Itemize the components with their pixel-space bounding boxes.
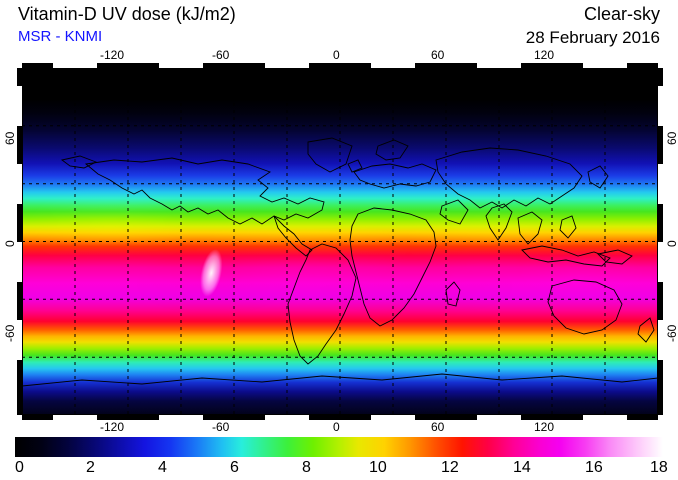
xtick-label-bottom-minus120: -120 [100,420,125,434]
colorbar-tick-6: 6 [230,459,239,476]
colorbar-tick-2: 2 [86,459,95,476]
tick-left-3 [17,242,22,282]
tick-top-3 [265,63,309,68]
xtick-label-top-minus120: -120 [100,48,125,62]
xtick-label-bottom-120: 120 [534,420,555,434]
coastline-asia [435,147,583,209]
tick-top-2 [159,63,203,68]
coastline-indonesia [521,245,611,267]
tick-top-4 [371,63,415,68]
tick-right-2 [658,164,663,204]
tick-top-1 [53,63,97,68]
tick-bottom-1 [53,415,97,420]
colorbar-tick-18: 18 [650,459,668,476]
colorbar-tick-0: 0 [15,459,24,476]
right-axis-tickbar [658,68,663,415]
tick-top-5 [477,63,521,68]
colorbar-tick-10: 10 [369,459,387,476]
coastline-greenland [307,137,353,173]
colorbar-tick-12: 12 [441,459,459,476]
tick-right-4 [658,320,663,360]
coastlines-and-graticule [22,68,658,415]
xtick-label-bottom-minus60: -60 [212,420,230,434]
coastline-new-guinea [597,249,633,265]
xtick-label-top-minus60: -60 [212,48,230,62]
coastline-madagascar [445,281,461,307]
colorbar-tick-14: 14 [513,459,531,476]
ytick-label-left-minus60: -60 [3,324,17,342]
coastline-europe [353,163,437,189]
tick-right-1 [658,86,663,126]
coastline-india [485,203,513,241]
tick-left-4 [17,320,22,360]
coastline-central-america [273,215,313,257]
left-axis-tickbar [17,68,22,415]
tick-left-2 [17,164,22,204]
ytick-label-right-zero: 0 [665,240,678,247]
tick-bottom-3 [265,415,309,420]
coastline-alaska [60,155,98,169]
tick-bottom-2 [159,415,203,420]
top-axis-tickbar [22,63,658,68]
tick-bottom-4 [371,415,415,420]
tick-left-1 [17,86,22,126]
ytick-label-right-60: 60 [665,131,678,145]
xtick-label-bottom-60: 60 [431,420,445,434]
coastline-antarctica [22,373,658,387]
coastline-british-isles [347,159,363,173]
ytick-label-left-zero: 0 [3,240,17,247]
coastline-southeast-asia [517,211,543,245]
tick-bottom-5 [477,415,521,420]
ytick-label-right-minus60: -60 [665,324,678,342]
coastline-africa [349,207,437,327]
figure-title: Vitamin-D UV dose (kJ/m2) [18,4,236,24]
coastline-philippines [559,215,577,239]
colorbar [15,437,663,457]
tick-top-6 [583,63,627,68]
graticule-lines [22,68,658,415]
date-label: 28 February 2016 [525,28,660,47]
ytick-label-left-60: 60 [3,131,17,145]
xtick-label-bottom-zero: 0 [333,420,340,434]
coastline-new-zealand [637,317,655,343]
coastline-japan [587,165,609,189]
coastline-arabia [439,199,469,225]
tick-bottom-6 [583,415,627,420]
xtick-label-top-60: 60 [431,48,445,62]
bottom-axis-tickbar [22,415,658,420]
figure-subtitle: MSR - KNMI [18,28,103,45]
xtick-label-top-120: 120 [534,48,555,62]
coastline-australia [547,279,623,335]
tick-right-3 [658,242,663,282]
coastline-south-america [287,243,357,365]
world-map-heatmap [22,68,658,415]
colorbar-tick-8: 8 [302,459,311,476]
colorbar-tick-4: 4 [158,459,167,476]
sky-condition-label: Clear-sky [583,4,660,24]
coastline-north-america [84,157,325,225]
colorbar-tick-16: 16 [585,459,603,476]
xtick-label-top-zero: 0 [333,48,340,62]
coastline-scandinavia [375,139,409,161]
